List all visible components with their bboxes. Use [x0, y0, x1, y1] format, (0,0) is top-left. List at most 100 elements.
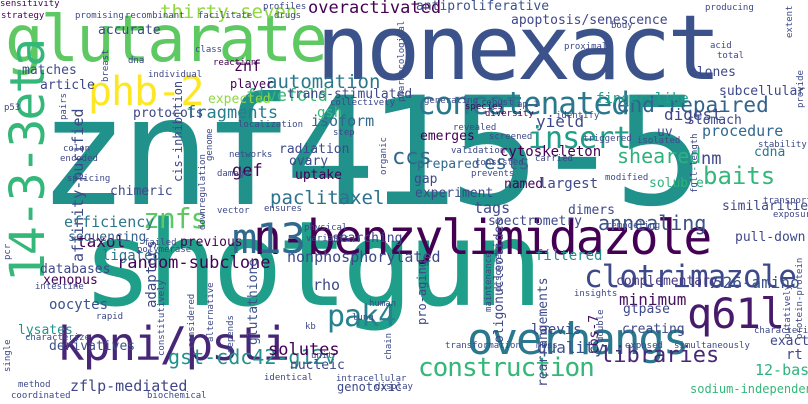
- word-m13: m13: [232, 214, 306, 263]
- word-consisted: consisted: [475, 158, 524, 168]
- word-protein-protein: protein-protein: [795, 257, 805, 339]
- word-alternative: alternative: [206, 282, 216, 342]
- word-constitutively: constitutively: [157, 280, 167, 356]
- word-carried: carried: [535, 154, 573, 164]
- word-subcellular: subcellular: [719, 84, 806, 99]
- word-human: human: [369, 299, 397, 309]
- word-damage: damage: [217, 169, 250, 179]
- word-colon: colon: [63, 144, 91, 154]
- word-finger-like: finger-like: [596, 91, 689, 107]
- word-prepared: prepared: [417, 157, 480, 172]
- word-pro-aging: pro-aging: [415, 259, 429, 325]
- word-intestine: intestine: [35, 282, 84, 292]
- word-znf415-5: znf415-5: [38, 66, 704, 240]
- word-depends: depends: [226, 315, 236, 353]
- word-q61l: q61l: [687, 289, 785, 338]
- word-gst-cdc42-g12v: gst-cdc42-g12v: [168, 345, 337, 369]
- word-intracellular: intracellular: [336, 374, 407, 384]
- word-clotrimazole: clotrimazole: [584, 259, 797, 295]
- word-pharmacological: pharmacological: [397, 20, 407, 102]
- word-clones: clones: [689, 65, 736, 80]
- word-sequencing: sequencing: [68, 230, 147, 245]
- word-matches: matches: [22, 63, 77, 78]
- word-taxol: taxol: [77, 232, 126, 251]
- word-previous: previous: [180, 235, 243, 250]
- word-total: total: [717, 51, 745, 61]
- word-characterize: characterize: [25, 333, 91, 343]
- word-databases: databases: [40, 262, 111, 277]
- word-sensitivity: sensitivity: [0, 0, 60, 9]
- word-triggered: triggered: [583, 134, 632, 144]
- word-exposure: exposure: [773, 210, 808, 220]
- word-derivatives: derivatives: [49, 339, 136, 354]
- word-expected: expected: [208, 92, 271, 107]
- word-isoform: isoform: [311, 112, 375, 130]
- word-libraries: libraries: [600, 343, 720, 368]
- word-insights: insights: [574, 289, 618, 299]
- word-gap: gap: [414, 172, 438, 187]
- word-drugs: drugs: [274, 11, 302, 21]
- word-ovary: ovary: [289, 154, 329, 169]
- word-tags: tags: [474, 199, 511, 217]
- word-sodium-independent: sodium-independent: [690, 382, 808, 396]
- word-pairs: pairs: [59, 92, 69, 120]
- word-overhangs: overhangs: [467, 314, 689, 365]
- word-facilitate: facilitate: [198, 11, 253, 21]
- word-dimers: dimers: [568, 203, 615, 218]
- word-exact: exact: [770, 334, 808, 349]
- word-minimum: minimum: [619, 290, 687, 309]
- word-zflp-mediated: zflp-mediated: [70, 377, 188, 395]
- word-concatenated: concatenated: [417, 86, 630, 122]
- word-unit: unit: [311, 351, 333, 361]
- word-526-amino: 526-amino: [713, 273, 800, 292]
- word-putatively: putatively: [783, 284, 793, 339]
- word-discovery: discovery: [494, 243, 504, 292]
- word-apoptosis-senescence: apoptosis/senescence: [511, 13, 668, 28]
- word-double: double: [596, 309, 606, 342]
- word-biochemical: biochemical: [147, 391, 207, 401]
- word-isolated: isolated: [637, 136, 681, 146]
- word-collectively: collectively: [330, 98, 396, 108]
- word-producing: producing: [705, 3, 754, 13]
- word-glutathione: glutathione: [246, 258, 261, 345]
- word-screened: screened: [489, 132, 533, 142]
- word-nonphosphorylated: nonphosphorylated: [287, 248, 441, 266]
- word-ligated: ligated: [102, 248, 162, 264]
- word-profiles: profiles: [263, 2, 307, 12]
- word-revealed: revealed: [453, 123, 497, 133]
- word-ap-1: ap-1: [517, 100, 539, 110]
- word-splicing: splicing: [67, 174, 111, 184]
- word-n-benzylimidazole: n-benzylimidazole: [253, 210, 712, 266]
- word-nm: nm: [701, 149, 722, 169]
- word-sheared: sheared: [617, 144, 702, 168]
- word-chain: chain: [384, 332, 394, 360]
- word-experiment: experiment: [415, 186, 494, 201]
- word-transformation: transformation: [445, 341, 521, 351]
- word-display: display: [375, 382, 413, 392]
- word-strategy: strategy: [1, 11, 45, 21]
- word-ensures: ensures: [264, 204, 302, 214]
- word-similarities: similarities: [722, 199, 808, 214]
- word-spectrometry: spectrometry: [488, 214, 582, 229]
- word-znf: znf: [234, 57, 262, 75]
- word-considered: considered: [187, 293, 197, 348]
- word-gef: gef: [232, 161, 263, 181]
- word-pull-down: pull-down: [735, 230, 806, 245]
- word-kpni-psti: kpni/psti: [57, 317, 290, 371]
- word-solutes: solutes: [268, 340, 340, 360]
- word-protocols: protocols: [133, 106, 204, 121]
- word-validation: validation: [451, 146, 506, 156]
- word-downregulation: downregulation: [198, 154, 208, 230]
- word-pak4: pak4: [327, 299, 396, 334]
- word-prevents: prevents: [471, 169, 515, 179]
- word-p53: p53: [4, 103, 21, 113]
- word-modified: modified: [605, 173, 649, 183]
- word-provide: provide: [796, 70, 806, 108]
- word-insert: insert: [528, 121, 631, 156]
- word-nucleic: nucleic: [290, 358, 345, 373]
- word-acid: acid: [710, 41, 732, 51]
- word-paclitaxel: paclitaxel: [270, 187, 385, 209]
- word-fragments: fragments: [186, 103, 279, 123]
- word-random-subclone: random-subclone: [117, 253, 271, 273]
- word-body: body: [611, 21, 633, 31]
